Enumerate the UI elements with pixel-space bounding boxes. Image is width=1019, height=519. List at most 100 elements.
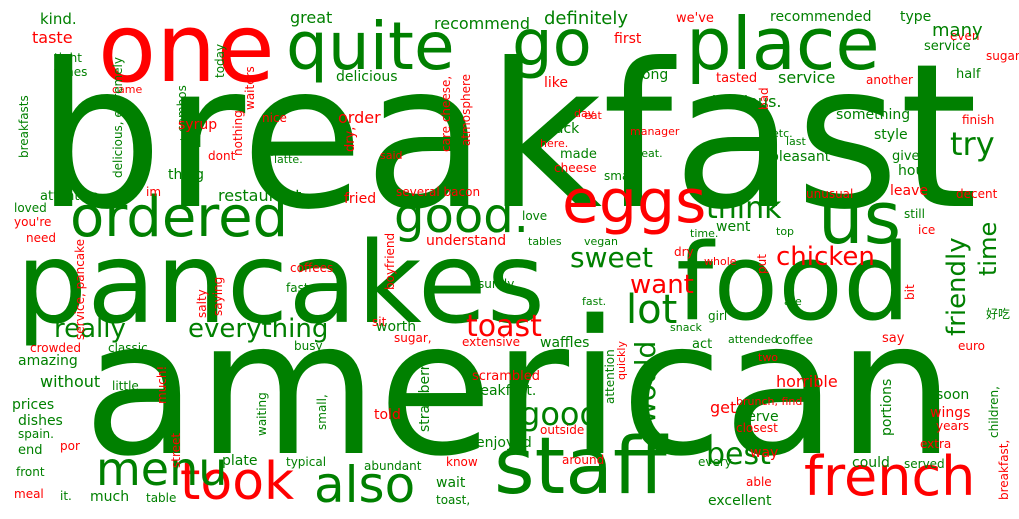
word-order: order <box>338 108 381 127</box>
word-last: last <box>786 135 806 148</box>
word-think: think <box>706 191 782 226</box>
word-served: served <box>904 457 945 471</box>
word-coffee: coffee <box>776 333 813 347</box>
word-service-mid: service <box>778 68 836 87</box>
word-go: go <box>512 7 592 81</box>
word-etc: etc. <box>772 127 793 140</box>
word-back: back <box>546 121 580 137</box>
word-dry: dry <box>674 245 694 259</box>
word-time: time <box>974 221 1002 276</box>
word-service-top: service <box>924 39 971 54</box>
word-excellent: excellent <box>708 493 772 509</box>
word-know: know <box>446 455 478 469</box>
word-plate: plate <box>222 453 258 469</box>
word-por: por <box>60 439 80 453</box>
word-atmosphere: atmosphere <box>459 74 473 146</box>
word-whole: whole <box>704 255 737 268</box>
word-took: took <box>180 452 295 512</box>
word-want: want <box>630 270 694 300</box>
word-salty: salty <box>195 289 209 318</box>
word-toast-comma: toast, <box>436 493 471 507</box>
word-im: im <box>146 185 162 199</box>
word-get: get <box>710 398 737 417</box>
word-cheese: cheese <box>554 161 597 175</box>
word-ordered: ordered <box>70 185 289 250</box>
word-american: american <box>83 280 955 497</box>
word-prices: prices <box>12 397 55 413</box>
word-here: here. <box>540 137 569 150</box>
word-positive: positive <box>217 388 231 436</box>
word-half: half <box>956 67 981 82</box>
word-delicious-extremely: delicious, extremely <box>111 57 125 178</box>
word-tight: tight <box>54 51 82 65</box>
word-another: another <box>866 73 913 87</box>
word-typical: typical <box>286 455 327 469</box>
word-latte: latte. <box>274 153 303 166</box>
word-still: still <box>904 207 925 221</box>
word-two: two <box>758 351 779 364</box>
word-small: small <box>604 169 636 183</box>
word-food: food <box>676 221 911 344</box>
word-sugar-comma: sugar, <box>394 331 432 345</box>
word-way: way <box>750 445 779 461</box>
word-like: like <box>544 75 569 91</box>
word-waiters: waiters <box>243 66 257 110</box>
word-day: day <box>574 107 595 120</box>
word-restaurant: restaurant <box>218 186 302 205</box>
word-good-dot: good. <box>394 188 529 244</box>
word-one: one <box>98 0 275 104</box>
word-saying: saying <box>211 276 225 316</box>
word-breakfast: breakfast <box>36 21 978 254</box>
word-vegan: vegan <box>584 235 618 248</box>
word-spain: spain. <box>18 427 54 441</box>
word-cjk: 好吃 <box>986 307 1011 321</box>
word-service-pancake: service, pancake <box>73 238 87 340</box>
word-extra: extra <box>920 437 952 451</box>
word-closest: closest <box>736 421 778 435</box>
word-surely: surely <box>478 277 515 291</box>
word-fast-dot: fast. <box>582 295 607 308</box>
word-ate: ate <box>784 295 802 308</box>
word-thing: thing <box>168 167 205 183</box>
word-fried: fried <box>344 191 377 207</box>
word-portions: portions <box>879 378 895 436</box>
word-enjoyed: enjoyed <box>476 435 532 451</box>
word-attended: attended <box>728 333 778 346</box>
word-first: first <box>614 31 642 47</box>
word-busy: busy <box>294 339 323 353</box>
word-best: best <box>706 437 771 472</box>
word-bit: bit <box>903 284 917 300</box>
word-need: need <box>26 231 56 245</box>
word-pleasant: pleasant <box>770 149 831 165</box>
word-euro: euro <box>958 339 985 353</box>
word-street: street <box>169 432 183 468</box>
word-recommend: recommend <box>434 14 530 33</box>
word-front: front <box>16 465 45 479</box>
word-soon: soon <box>936 387 970 403</box>
word-several-bacon: several bacon <box>396 185 481 199</box>
word-pancakes: pancakes <box>16 219 546 349</box>
word-kind: kind. <box>40 10 77 28</box>
word-could: could <box>852 455 890 471</box>
word-extensive: extensive <box>462 335 521 349</box>
word-finish: finish <box>962 113 995 127</box>
word-outside: outside <box>540 423 585 437</box>
word-top: top <box>776 225 795 238</box>
word-end: end <box>18 443 43 458</box>
word-delicious: delicious <box>336 69 398 85</box>
word-dishes: dishes <box>18 413 63 429</box>
word-lot: lot <box>626 287 678 333</box>
word-many: many <box>932 20 983 41</box>
word-manager: manager <box>630 125 680 138</box>
word-quite: quite <box>286 8 455 85</box>
word-waiting: waiting <box>255 392 269 436</box>
word-delicious-dot: delicious. <box>706 92 782 111</box>
word-friendly: friendly <box>942 237 972 336</box>
word-small-comma: small, <box>315 394 329 430</box>
word-table: table <box>146 491 177 505</box>
word-really: really <box>54 314 126 344</box>
word-say: say <box>882 331 905 346</box>
word-would: would <box>629 340 662 424</box>
word-taste: taste <box>32 28 73 47</box>
word-coffees: coffees <box>290 261 334 275</box>
